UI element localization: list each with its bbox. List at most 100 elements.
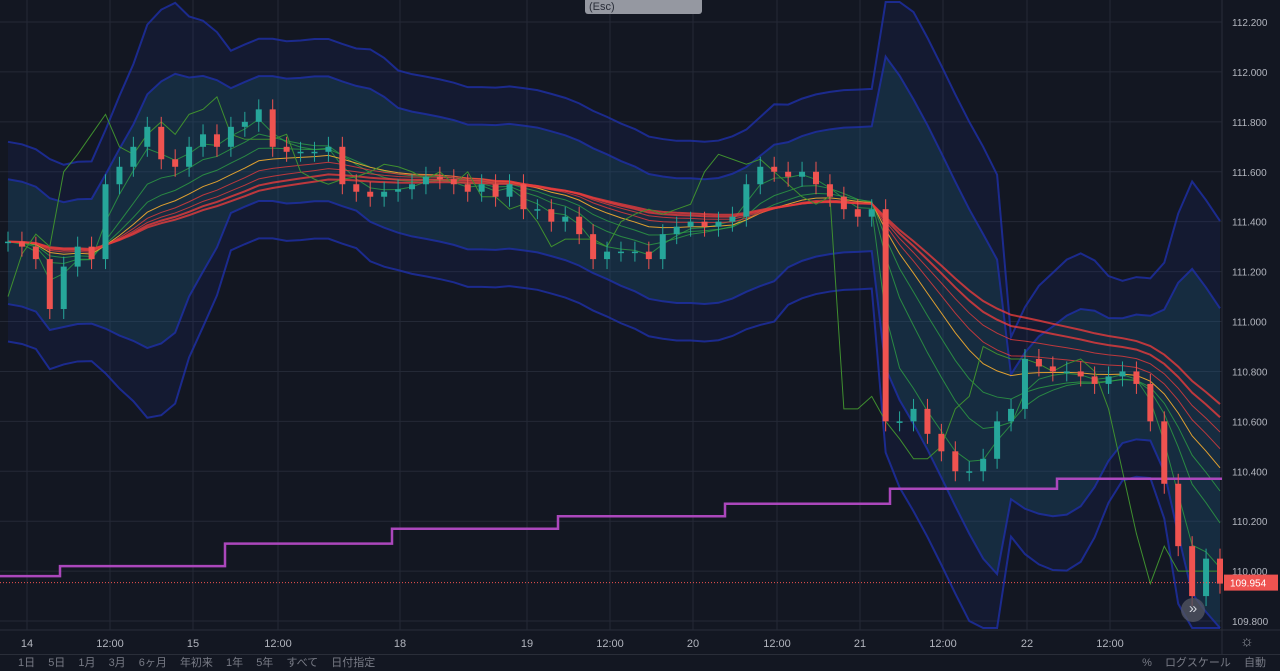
candle-body xyxy=(1063,371,1070,373)
x-tick-label: 12:00 xyxy=(596,638,624,650)
candle-body xyxy=(60,266,67,310)
auto-scale-toggle[interactable]: 自動 xyxy=(1244,657,1266,669)
price-axis xyxy=(1222,0,1280,654)
range-buttons: 1日 5日 1月 3月 6ヶ月 年初来 1年 5年 すべて 日付指定 xyxy=(18,656,385,670)
lagging-span-line xyxy=(7,96,1220,586)
candle-body xyxy=(1105,376,1112,384)
y-tick-label: 111.600 xyxy=(1232,168,1267,179)
scale-controls: % ログスケール 自動 xyxy=(1132,656,1266,670)
candle-body xyxy=(158,126,165,160)
range-date[interactable]: 日付指定 xyxy=(331,657,376,669)
candle-body xyxy=(952,451,959,472)
candle-body xyxy=(478,184,485,192)
candle-body xyxy=(353,184,360,192)
y-tick-label: 110.000 xyxy=(1232,567,1268,578)
ema-ribbon-line xyxy=(7,147,1221,492)
x-tick-label: 19 xyxy=(521,638,533,650)
candle-body xyxy=(255,109,262,122)
candle-body xyxy=(590,234,597,260)
candle-body xyxy=(868,209,875,217)
range-1m[interactable]: 1月 xyxy=(78,657,96,669)
candle-body xyxy=(1203,558,1210,597)
range-3m[interactable]: 3月 xyxy=(108,657,126,669)
candle-body xyxy=(74,246,81,267)
range-1y[interactable]: 1年 xyxy=(226,657,244,669)
ema-ribbon-line xyxy=(7,178,1221,405)
candle-body xyxy=(339,146,346,185)
outer-lower-band xyxy=(7,237,1220,629)
percent-toggle[interactable]: % xyxy=(1142,657,1152,669)
candle-body xyxy=(32,246,39,260)
settings-gear-icon[interactable]: ☼ xyxy=(1240,633,1254,650)
candle-body xyxy=(241,121,248,127)
x-tick-label: 12:00 xyxy=(929,638,957,650)
candle-body xyxy=(367,191,374,197)
candle-body xyxy=(1008,408,1015,422)
y-tick-label: 110.200 xyxy=(1232,517,1268,528)
scroll-to-realtime-button[interactable]: » xyxy=(1181,598,1205,622)
candle-body xyxy=(144,126,151,147)
candle-body xyxy=(840,196,847,210)
candle-body xyxy=(562,216,569,222)
y-tick-label: 111.400 xyxy=(1232,218,1267,229)
candle-body xyxy=(395,189,402,192)
candle-body xyxy=(492,184,499,197)
candle-body xyxy=(604,251,611,260)
candle-body xyxy=(617,251,624,254)
candle-body xyxy=(1175,483,1182,547)
candle-body xyxy=(645,251,652,260)
inner-upper-band xyxy=(7,54,1221,378)
range-6m[interactable]: 6ヶ月 xyxy=(138,657,167,669)
candle-body xyxy=(994,421,1001,459)
outer-upper-band xyxy=(7,1,1221,341)
range-5y[interactable]: 5年 xyxy=(256,657,274,669)
range-all[interactable]: すべて xyxy=(286,657,319,669)
candle-body xyxy=(506,184,513,197)
candle-body xyxy=(882,209,889,422)
range-ytd[interactable]: 年初来 xyxy=(179,657,213,669)
candle-body xyxy=(826,184,833,197)
x-tick-label: 12:00 xyxy=(264,638,292,650)
candle-body xyxy=(213,134,220,147)
y-tick-label: 110.400 xyxy=(1232,467,1268,478)
last-price-label: 109.954 xyxy=(1230,579,1267,590)
last-price-label-bg xyxy=(1224,574,1278,591)
range-5d[interactable]: 5日 xyxy=(48,657,66,669)
candle-body xyxy=(464,184,471,192)
candle-body xyxy=(88,246,95,260)
x-tick-label: 12:00 xyxy=(96,638,124,650)
candle-body xyxy=(1161,421,1168,484)
candle-body xyxy=(1049,366,1056,372)
candle-body xyxy=(729,216,736,222)
y-tick-label: 111.800 xyxy=(1232,118,1267,129)
candle-body xyxy=(1217,558,1223,584)
y-tick-label: 110.600 xyxy=(1232,417,1268,428)
inner-band-fill xyxy=(8,56,1220,628)
candle-body xyxy=(854,209,861,217)
candle-body xyxy=(673,226,680,235)
candle-body xyxy=(102,184,109,260)
x-tick-label: 18 xyxy=(394,638,406,650)
candle-body xyxy=(1119,371,1126,377)
candle-body xyxy=(269,109,276,147)
candle-body xyxy=(938,433,945,452)
y-tick-label: 110.800 xyxy=(1232,367,1268,378)
candle-body xyxy=(924,408,931,434)
x-tick-label: 12:00 xyxy=(763,638,791,650)
candle-body xyxy=(799,171,806,177)
candle-body xyxy=(771,166,778,172)
ema-ribbon-line xyxy=(7,161,1221,450)
candle-body xyxy=(910,408,917,422)
log-scale-toggle[interactable]: ログスケール xyxy=(1164,657,1231,669)
candle-body xyxy=(1133,371,1140,384)
price-chart[interactable]: 112.200 112.000 111.800 111.600 111.400 111.2… xyxy=(0,0,1280,654)
y-tick-label: 109.800 xyxy=(1232,617,1269,628)
range-1d[interactable]: 1日 xyxy=(18,657,36,669)
y-tick-label: 111.200 xyxy=(1232,268,1267,279)
x-tick-label: 22 xyxy=(1021,638,1033,650)
candle-body xyxy=(631,251,638,254)
candle-body xyxy=(436,176,443,180)
candle-body xyxy=(687,221,694,227)
candle-body xyxy=(186,146,193,167)
candle-body xyxy=(576,216,583,235)
